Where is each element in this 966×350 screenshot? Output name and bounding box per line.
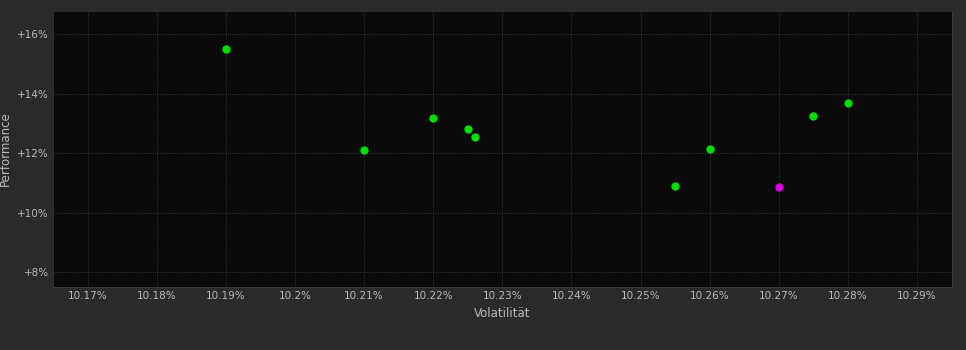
Point <box>218 46 234 52</box>
Point <box>425 115 440 120</box>
Y-axis label: Performance: Performance <box>0 111 12 186</box>
Point <box>460 127 475 132</box>
Point <box>356 147 372 153</box>
Point <box>771 184 786 190</box>
X-axis label: Volatilität: Volatilität <box>474 307 530 320</box>
Point <box>840 100 856 105</box>
Point <box>806 113 821 119</box>
Point <box>702 146 718 152</box>
Point <box>668 183 683 189</box>
Point <box>467 134 482 140</box>
